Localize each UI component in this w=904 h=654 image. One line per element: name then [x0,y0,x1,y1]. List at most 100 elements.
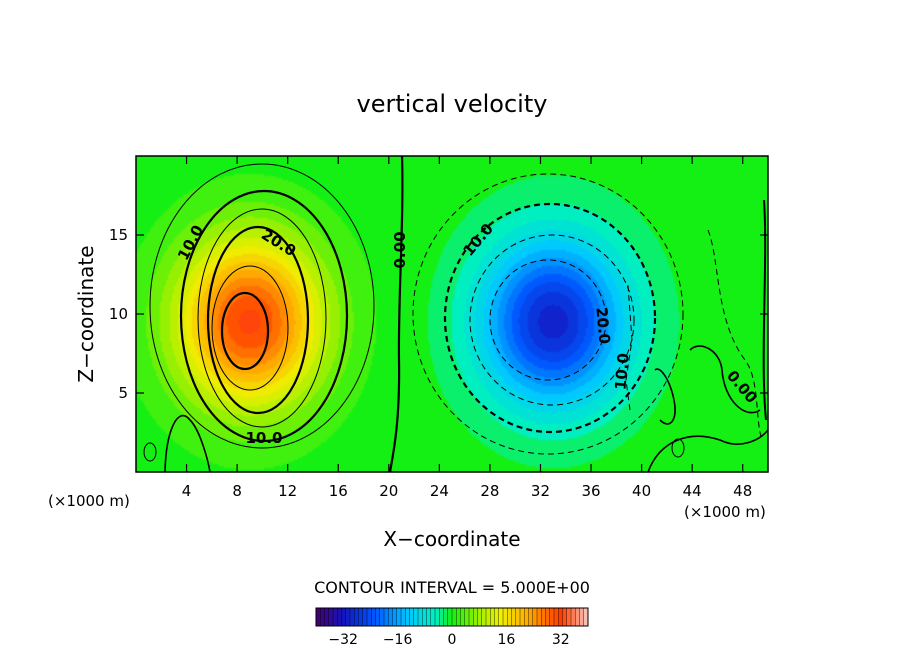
contour-downdraft-40 [412,173,684,455]
contour-right-1 [689,345,761,414]
colorbar-swatch [409,608,415,626]
x-tick-label: 16 [329,482,348,500]
colorbar-swatch [405,608,410,626]
y-axis-title: Z−coordinate [74,245,98,382]
colorbar-swatch [481,608,487,626]
colorbar-swatch [511,608,517,626]
velocity-field [136,156,768,472]
colorbar-swatch [426,608,432,626]
colorbar-swatch [562,608,568,626]
contour-left-1 [164,414,211,472]
colorbar-swatch [549,608,555,626]
x-unit-right: (×1000 m) [684,503,766,521]
contour-zero-line [388,156,404,472]
colorbar-tick-label: 16 [497,632,515,648]
colorbar-swatch [384,608,389,626]
colorbar-swatch [545,608,551,626]
contour-updraft-20 [179,189,349,443]
colorbar-swatch [507,608,512,626]
y-tick-label: 10 [109,305,128,323]
contour-right-2 [654,368,676,425]
x-tick-label: 36 [581,482,600,500]
colorbar-swatch [350,608,355,626]
colorbar-swatch [341,608,347,626]
colorbar: −32 −16 0 16 32 [315,607,589,648]
colorbar-tick-label: −16 [383,632,413,648]
colorbar-swatch [430,608,436,626]
colorbar-swatch [456,608,461,626]
colorbar-swatch [354,608,359,626]
colorbar-swatch [554,608,559,626]
colorbar-swatch [566,608,572,626]
x-tick-label: 32 [531,482,550,500]
contour-downdraft-detail-1 [625,284,633,411]
contour-downdraft-30 [443,202,657,434]
contour-right-5 [671,438,685,458]
colorbar-swatch [515,608,521,626]
x-tick-label: 8 [232,482,242,500]
contour-right-3 [647,429,768,472]
colorbar-swatch [477,608,483,626]
colorbar-swatch [541,608,546,626]
colorbar-swatch [401,608,406,626]
contour-label-zero-center: 0.00 [391,231,409,268]
x-tick-label: 44 [683,482,702,500]
colorbar-swatch [464,608,470,626]
colorbar-swatch [571,608,576,626]
colorbar-swatch [443,608,449,626]
contour-lines [143,156,768,472]
colorbar-swatch [362,608,368,626]
colorbar-swatch [473,608,478,626]
contour-label-downdraft-inner: 20.0 [592,306,613,344]
contour-label-updraft-bottom: 10.0 [245,429,282,447]
colorbar-swatch [316,608,321,626]
y-tick-label: 5 [118,384,128,402]
colorbar-swatch [422,608,427,626]
colorbar-swatch [575,608,580,626]
contour-updraft-25 [197,208,327,428]
colorbar-swatch [379,608,385,626]
colorbar-swatch [447,608,453,626]
colorbar-swatch [358,608,364,626]
colorbar-frame [315,607,589,627]
colorbar-swatch [528,608,534,626]
colorbar-swatch [333,608,338,626]
x-axis: 4 8 12 16 20 24 28 32 36 40 44 48 [182,156,752,500]
colorbar-swatch [324,608,330,626]
x-tick-label: 40 [632,482,651,500]
colorbar-swatch [490,608,495,626]
colorbar-swatch [558,608,563,626]
colorbar-swatch [460,608,466,626]
contour-updraft-40 [220,291,270,371]
colorbar-tick-label: 32 [552,632,570,648]
colorbar-swatch [388,608,393,626]
colorbar-swatch [328,608,334,626]
colorbar-swatch [452,608,457,626]
x-tick-label: 28 [480,482,499,500]
contour-updraft-35 [211,265,289,391]
contour-label-downdraft-lower: 10.0 [611,352,632,390]
colorbar-swatch [345,608,351,626]
colorbar-swatch [520,608,525,626]
plot-area: 10.0 20.0 10.0 0.00 10.0 20.0 10.0 0.00 … [109,155,769,500]
colorbar-swatch [537,608,542,626]
colorbar-swatch [367,608,372,626]
colorbar-swatch [469,608,474,626]
contour-downdraft-10 [489,259,607,381]
x-tick-label: 4 [182,482,192,500]
contour-downdraft-20 [469,234,635,406]
colorbar-tick-label: −32 [328,632,358,648]
colorbar-swatch [583,608,589,626]
y-axis: 5 10 15 [109,226,768,402]
chart-title: vertical velocity [357,90,548,118]
x-tick-label: 20 [379,482,398,500]
colorbar-swatch [579,608,585,626]
colorbar-swatch [413,608,419,626]
x-tick-label: 12 [278,482,297,500]
colorbar-swatch [498,608,504,626]
colorbar-swatch [435,608,440,626]
colorbar-swatch [371,608,376,626]
colorbar-swatch [494,608,500,626]
x-tick-label: 24 [430,482,449,500]
